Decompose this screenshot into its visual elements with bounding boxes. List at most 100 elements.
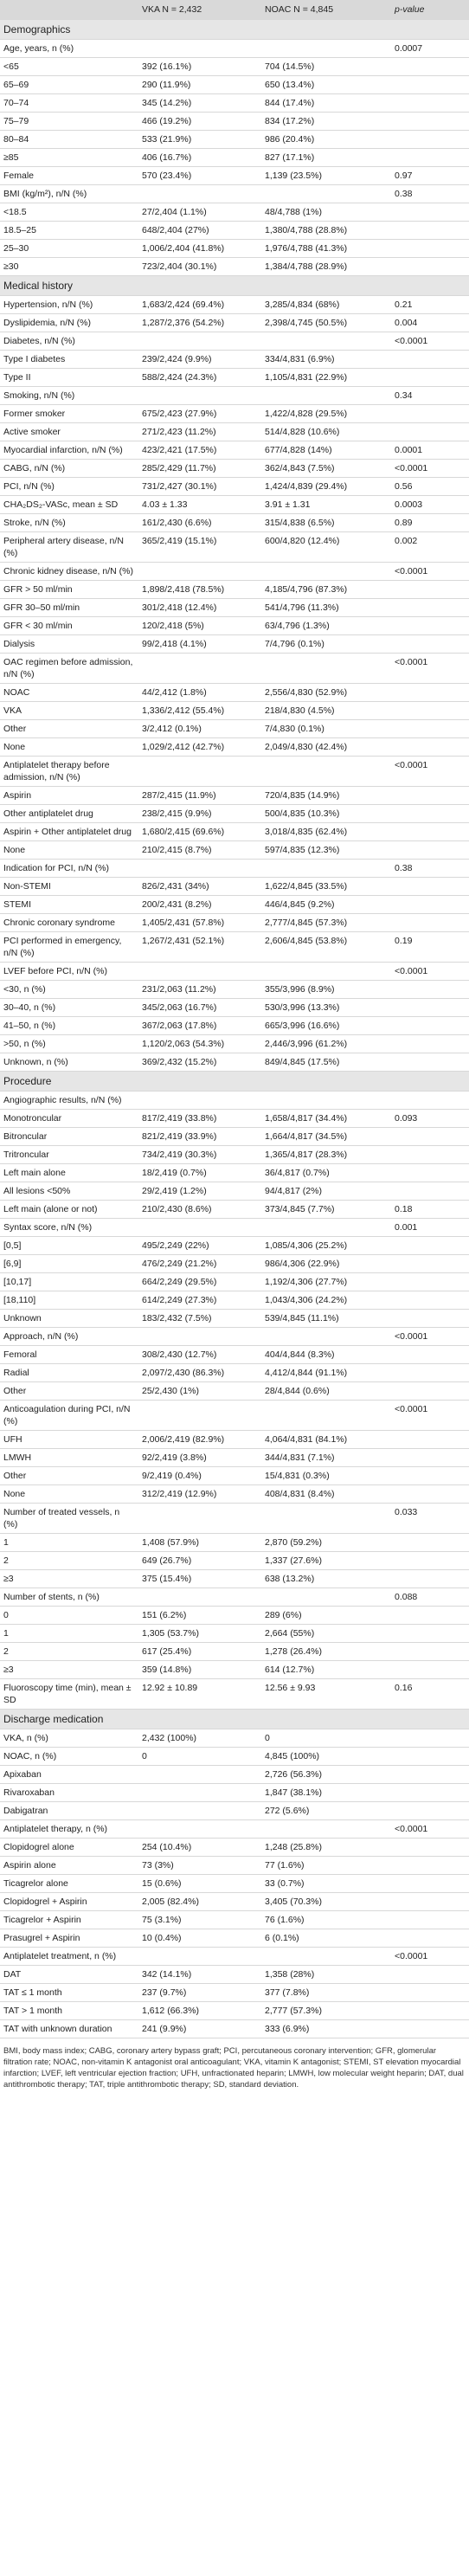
- cell: 33 (0.7%): [261, 1874, 391, 1893]
- row-label: Number of treated vessels, n (%): [0, 1503, 138, 1534]
- table-row: GFR > 50 ml/min 1,898/2,418 (78.5%) 4,185/…: [0, 580, 469, 599]
- cell: 77 (1.6%): [261, 1856, 391, 1875]
- table-row: 25–30 1,006/2,404 (41.8%) 1,976/4,788 (41.…: [0, 239, 469, 258]
- table-row: Unknown, n (%) 369/2,432 (15.2%) 849/4,845…: [0, 1053, 469, 1072]
- cell: 4,412/4,844 (91.1%): [261, 1363, 391, 1382]
- table-row: Ticagrelor + Aspirin 75 (3.1%) 76 (1.6%): [0, 1910, 469, 1929]
- table-row: [0,5] 495/2,249 (22%) 1,085/4,306 (25.2%): [0, 1236, 469, 1255]
- row-label: Aspirin alone: [0, 1856, 138, 1875]
- cell: [391, 913, 469, 932]
- cell: [391, 1309, 469, 1328]
- table-row: None 312/2,419 (12.9%) 408/4,831 (8.4%): [0, 1484, 469, 1504]
- cell: [391, 701, 469, 720]
- row-label: Clopidogrel + Aspirin: [0, 1892, 138, 1911]
- row-label: None: [0, 737, 138, 757]
- header-cell: NOAC N = 4,845: [261, 0, 391, 20]
- cell: 2,097/2,430 (86.3%): [138, 1363, 261, 1382]
- row-label: 65–69: [0, 75, 138, 94]
- cell: 76 (1.6%): [261, 1910, 391, 1929]
- row-label: Female: [0, 166, 138, 185]
- cell: [391, 683, 469, 702]
- cell: [261, 184, 391, 203]
- cell: 392 (16.1%): [138, 57, 261, 76]
- cell: 1,043/4,306 (24.2%): [261, 1291, 391, 1310]
- cell: 3.91 ± 1.31: [261, 495, 391, 514]
- row-label: 70–74: [0, 93, 138, 113]
- cell: [138, 756, 261, 787]
- header-cell: p-value: [391, 0, 469, 20]
- table-row: Aspirin alone 73 (3%) 77 (1.6%): [0, 1856, 469, 1875]
- table-row: Aspirin + Other antiplatelet drug 1,680/2…: [0, 822, 469, 841]
- table-row: PCI performed in emergency, n/N (%) 1,267…: [0, 931, 469, 963]
- cell: [261, 756, 391, 787]
- table-row: Prasugrel + Aspirin 10 (0.4%) 6 (0.1%): [0, 1929, 469, 1948]
- row-label: Aspirin: [0, 786, 138, 805]
- cell: 44/2,412 (1.8%): [138, 683, 261, 702]
- table-row: <65 392 (16.1%) 704 (14.5%): [0, 57, 469, 76]
- cell: 844 (17.4%): [261, 93, 391, 113]
- cell: 1,658/4,817 (34.4%): [261, 1109, 391, 1128]
- cell: 0.38: [391, 184, 469, 203]
- cell: [391, 1965, 469, 1984]
- cell: 1,248 (25.8%): [261, 1838, 391, 1857]
- row-label: Antiplatelet therapy, n (%): [0, 1819, 138, 1839]
- table-row: <18.5 27/2,404 (1.1%) 48/4,788 (1%): [0, 203, 469, 222]
- table-row: [18,110] 614/2,249 (27.3%) 1,043/4,306 (24…: [0, 1291, 469, 1310]
- row-label: <18.5: [0, 203, 138, 222]
- cell: 355/3,996 (8.9%): [261, 980, 391, 999]
- cell: [138, 1819, 261, 1839]
- row-label: Apixaban: [0, 1765, 138, 1784]
- header-cell: [0, 0, 138, 20]
- cell: [391, 1466, 469, 1485]
- cell: [138, 1327, 261, 1346]
- cell: 0.0001: [391, 441, 469, 460]
- table-row: 0 151 (6.2%) 289 (6%): [0, 1606, 469, 1625]
- row-label: <65: [0, 57, 138, 76]
- cell: 0: [261, 1729, 391, 1748]
- table-row: LVEF before PCI, n/N (%) <0.0001: [0, 962, 469, 981]
- cell: 1,847 (38.1%): [261, 1783, 391, 1802]
- cell: 333 (6.9%): [261, 2019, 391, 2038]
- cell: [391, 634, 469, 654]
- cell: [391, 1910, 469, 1929]
- row-label: 1: [0, 1533, 138, 1552]
- table-row: Apixaban 2,726 (56.3%): [0, 1765, 469, 1784]
- cell: 0.34: [391, 386, 469, 405]
- table-row: Hypertension, n/N (%) 1,683/2,424 (69.4%)…: [0, 295, 469, 314]
- cell: 73 (3%): [138, 1856, 261, 1875]
- table-row: <30, n (%) 231/2,063 (11.2%) 355/3,996 (8.…: [0, 980, 469, 999]
- row-label: PCI, n/N (%): [0, 477, 138, 496]
- cell: 1,405/2,431 (57.8%): [138, 913, 261, 932]
- cell: 1,365/4,817 (28.3%): [261, 1145, 391, 1164]
- cell: 1,408 (57.9%): [138, 1533, 261, 1552]
- cell: 218/4,830 (4.5%): [261, 701, 391, 720]
- cell: <0.0001: [391, 653, 469, 684]
- cell: 3/2,412 (0.1%): [138, 719, 261, 738]
- cell: [261, 39, 391, 58]
- table-row: 65–69 290 (11.9%) 650 (13.4%): [0, 75, 469, 94]
- cell: 3,405 (70.3%): [261, 1892, 391, 1911]
- table-row: NOAC, n (%) 0 4,845 (100%): [0, 1747, 469, 1766]
- cell: [261, 1327, 391, 1346]
- table-row: CABG, n/N (%) 285/2,429 (11.7%) 362/4,843 …: [0, 459, 469, 478]
- cell: 301/2,418 (12.4%): [138, 598, 261, 617]
- cell: 1,336/2,412 (55.4%): [138, 701, 261, 720]
- table-row: Smoking, n/N (%) 0.34: [0, 386, 469, 405]
- table-row: Ticagrelor alone 15 (0.6%) 33 (0.7%): [0, 1874, 469, 1893]
- row-label: Approach, n/N (%): [0, 1327, 138, 1346]
- table-row: Diabetes, n/N (%) <0.0001: [0, 332, 469, 351]
- cell: 500/4,835 (10.3%): [261, 804, 391, 823]
- table-row: ≥30 723/2,404 (30.1%) 1,384/4,788 (28.9%): [0, 257, 469, 276]
- cell: [138, 562, 261, 581]
- cell: [391, 1801, 469, 1820]
- row-label: 25–30: [0, 239, 138, 258]
- cell: [391, 1642, 469, 1661]
- table-row: Bitroncular 821/2,419 (33.9%) 1,664/4,817 …: [0, 1127, 469, 1146]
- row-label: [10,17]: [0, 1272, 138, 1291]
- cell: 75 (3.1%): [138, 1910, 261, 1929]
- cell: [261, 1091, 391, 1110]
- cell: 723/2,404 (30.1%): [138, 257, 261, 276]
- cell: [261, 1503, 391, 1534]
- cell: 3,018/4,835 (62.4%): [261, 822, 391, 841]
- cell: [391, 1163, 469, 1182]
